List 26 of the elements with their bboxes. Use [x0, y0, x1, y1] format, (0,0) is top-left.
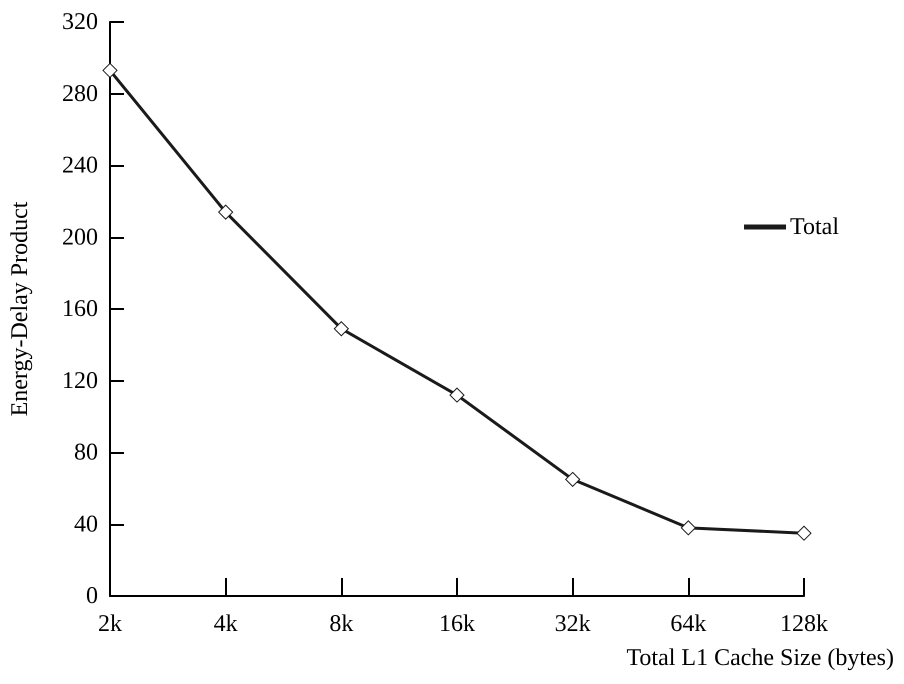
y-tick-label: 200: [62, 224, 98, 250]
point: [102, 62, 118, 78]
point: [680, 520, 696, 536]
point: [565, 472, 580, 487]
y-axis-title: Energy-Delay Product: [7, 201, 33, 416]
y-tick-label: 320: [62, 9, 98, 35]
x-tick-label: 2k: [98, 611, 122, 637]
x-axis-title: Total L1 Cache Size (bytes): [626, 645, 894, 671]
x-tick-label: 32k: [554, 611, 591, 637]
point: [334, 321, 349, 336]
x-tick-label: 128k: [780, 611, 828, 637]
legend-label: Total: [790, 214, 840, 240]
y-tick-label: 160: [62, 296, 98, 322]
x-tick-label: 8k: [329, 611, 354, 637]
y-tick-label: 240: [62, 152, 98, 178]
x-tick-label: 64k: [670, 611, 706, 637]
point: [796, 526, 812, 541]
point: [218, 204, 234, 220]
y-tick-label: 80: [74, 440, 98, 466]
x-tick-label: 16k: [439, 611, 475, 637]
y-tick-label: 40: [74, 511, 98, 538]
y-tick-label: 120: [62, 368, 98, 394]
x-tick-label: 4k: [214, 611, 238, 637]
point: [450, 388, 464, 403]
y-tick-label: 280: [62, 80, 98, 107]
y-tick-label: 0: [86, 583, 98, 609]
